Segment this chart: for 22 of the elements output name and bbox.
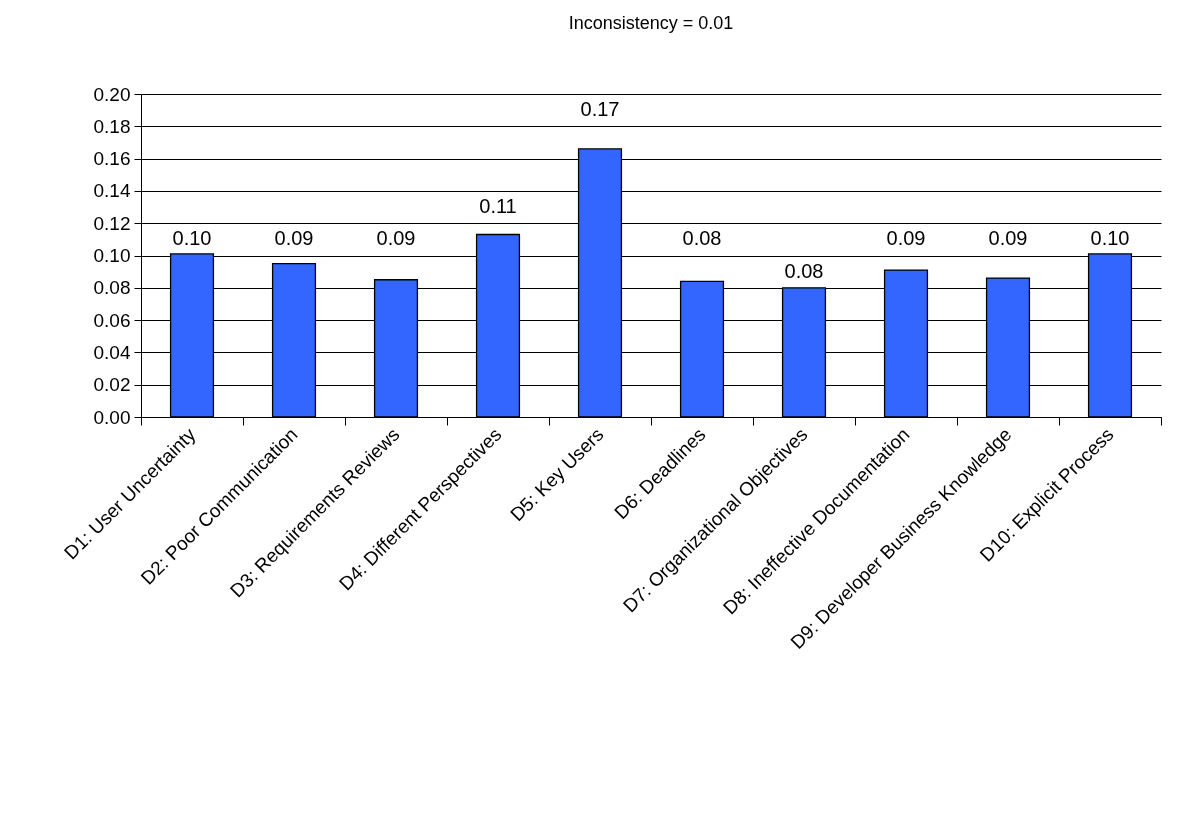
data-label: 0.08 (784, 259, 824, 282)
y-tick-label: 0.16 (93, 148, 131, 170)
y-tick-label: 0.02 (93, 374, 131, 396)
data-label: 0.09 (274, 227, 314, 250)
data-label: 0.09 (376, 227, 416, 250)
data-label: 0.09 (886, 227, 926, 250)
y-tick-label: 0.08 (93, 277, 131, 299)
data-label: 0.11 (479, 195, 517, 218)
data-label: 0.10 (172, 227, 212, 250)
y-tick-label: 0.18 (93, 115, 131, 137)
y-tick-label: 0.04 (93, 341, 131, 363)
y-tick-label: 0.00 (93, 406, 131, 428)
data-label: 0.10 (1090, 227, 1130, 250)
data-label: 0.09 (988, 227, 1028, 250)
y-tick-label: 0.06 (93, 309, 131, 331)
y-tick-label: 0.12 (93, 212, 131, 234)
y-tick-label: 0.20 (93, 83, 131, 105)
data-label: 0.08 (682, 227, 722, 250)
y-tick-label: 0.14 (93, 180, 131, 202)
y-tick-label: 0.10 (93, 245, 131, 266)
data-label: 0.17 (580, 98, 620, 121)
chart-title: Inconsistency = 0.01 (568, 13, 734, 33)
